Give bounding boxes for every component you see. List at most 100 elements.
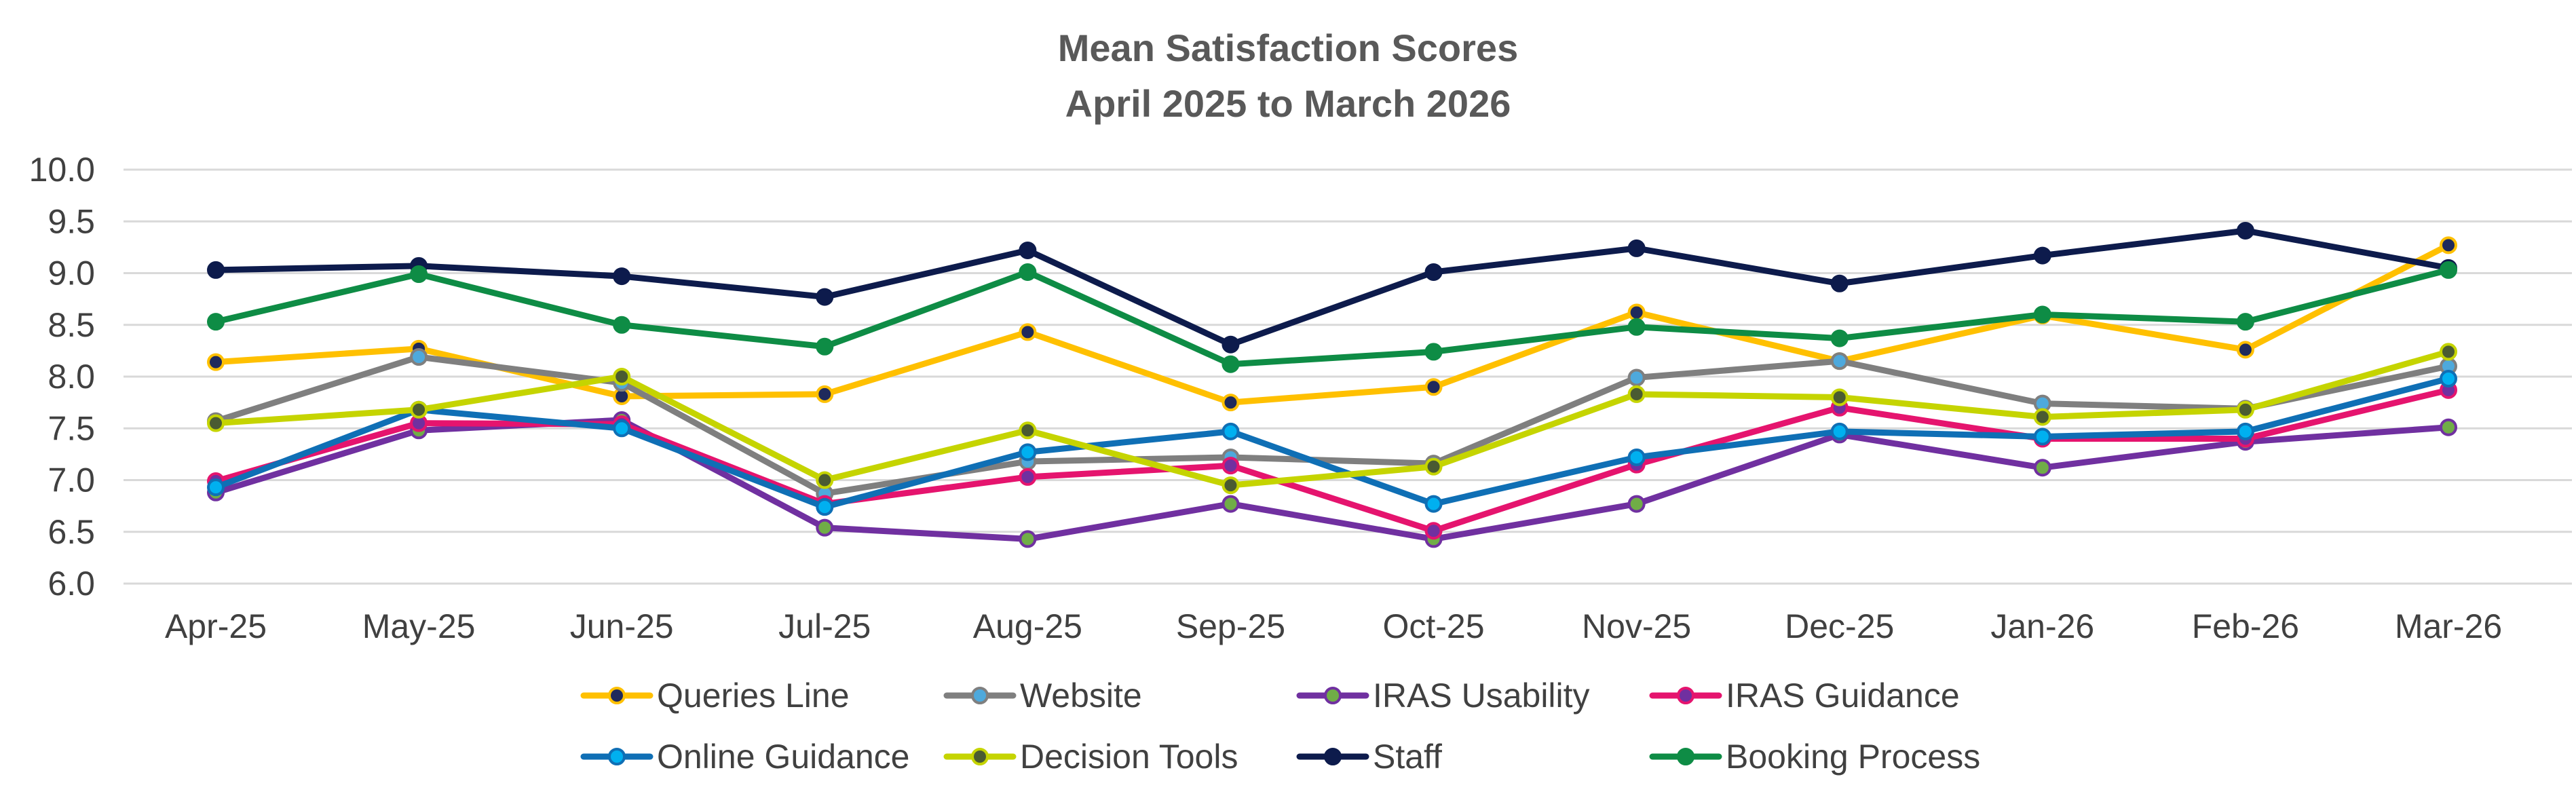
data-point-staff (2033, 246, 2051, 265)
data-point-queries-line (1627, 303, 1646, 322)
legend-label: IRAS Guidance (1726, 677, 1960, 715)
data-point-decision-tools (2440, 343, 2457, 361)
data-point-online-guidance (613, 419, 631, 438)
x-tick-label: Nov-25 (1582, 607, 1691, 645)
data-point-online-guidance (2033, 428, 2051, 446)
data-point-online-guidance (1627, 448, 1646, 466)
series-line-website (212, 354, 2452, 497)
data-point-queries-line (2440, 236, 2457, 254)
data-point-booking-process (1019, 263, 1037, 281)
x-tick-label: Aug-25 (973, 607, 1082, 645)
data-point-staff (1830, 274, 1849, 292)
data-point-decision-tools (1424, 457, 1443, 476)
data-point-iras-guidance (1019, 468, 1037, 486)
legend-item-online-guidance: Online Guidance (580, 738, 909, 776)
data-point-decision-tools (613, 368, 631, 385)
legend-label: Online Guidance (657, 738, 909, 776)
data-point-booking-process (2236, 313, 2254, 331)
data-point-online-guidance (2440, 370, 2457, 388)
series-line-decision-tools (212, 348, 2452, 489)
data-point-website (1830, 352, 1849, 370)
x-tick-label: Jun-25 (570, 607, 674, 645)
legend-swatch-marker (1324, 748, 1342, 765)
data-point-decision-tools (1830, 388, 1849, 406)
legend-item-website: Website (943, 677, 1142, 715)
data-point-decision-tools (2033, 408, 2051, 426)
x-tick-label: Feb-26 (2192, 607, 2299, 645)
legend-label: Queries Line (657, 677, 850, 715)
data-point-online-guidance (1424, 495, 1443, 513)
y-axis-tick-labels: 6.0 6.5 7.0 7.5 8.0 8.5 9.0 9.5 10.0 (29, 151, 95, 603)
legend-label: Staff (1373, 738, 1442, 776)
legend-label: Decision Tools (1020, 738, 1238, 776)
series-line-staff (212, 227, 2452, 348)
data-point-queries-line (1424, 378, 1443, 396)
data-point-booking-process (2033, 305, 2051, 324)
x-tick-label: Oct-25 (1383, 607, 1485, 645)
data-point-iras-usability (2440, 418, 2457, 436)
data-point-booking-process (1221, 355, 1240, 373)
y-tick-label: 6.5 (48, 513, 95, 551)
legend-swatch-marker (608, 748, 626, 765)
legend: Queries Line Website IRAS Usability IRAS Gu… (580, 677, 1980, 776)
data-point-iras-guidance (1424, 522, 1443, 540)
x-tick-label: Mar-26 (2395, 607, 2502, 645)
data-point-booking-process (816, 337, 834, 356)
series-line-online-guidance (212, 375, 2452, 510)
data-point-iras-usability (816, 518, 834, 537)
data-point-staff (1627, 239, 1646, 257)
series-staff (207, 221, 2457, 354)
data-point-queries-line (816, 385, 834, 403)
legend-swatch-marker (1677, 687, 1694, 704)
legend-item-decision-tools: Decision Tools (943, 738, 1238, 776)
data-point-decision-tools (1627, 385, 1646, 403)
data-point-booking-process (1627, 318, 1646, 336)
chart-title-line-1: Mean Satisfaction Scores (1058, 26, 1518, 69)
x-axis-tick-labels: Apr-25 May-25 Jun-25 Jul-25 Aug-25 Sep-25 Oct-… (165, 607, 2502, 645)
legend-swatch-marker (1677, 748, 1694, 765)
legend-swatch-marker (971, 687, 989, 704)
data-point-website (1627, 368, 1646, 387)
data-point-iras-guidance (1221, 457, 1240, 475)
x-tick-label: Dec-25 (1785, 607, 1894, 645)
data-point-online-guidance (1019, 443, 1037, 461)
data-point-iras-usability (1627, 495, 1646, 513)
y-tick-label: 6.0 (48, 565, 95, 603)
data-point-staff (1424, 263, 1443, 281)
chart-title-line-2: April 2025 to March 2026 (1065, 82, 1511, 125)
data-point-online-guidance (207, 478, 225, 497)
series-queries-line (207, 236, 2457, 412)
legend-label: Website (1020, 677, 1142, 715)
data-point-iras-usability (2033, 459, 2051, 477)
legend-item-iras-usability: IRAS Usability (1296, 677, 1590, 715)
x-tick-label: Apr-25 (165, 607, 267, 645)
data-point-decision-tools (2236, 400, 2254, 419)
series-lines (207, 221, 2457, 548)
legend-swatch-marker (608, 687, 626, 704)
data-point-booking-process (613, 316, 631, 334)
x-tick-label: Sep-25 (1176, 607, 1285, 645)
x-tick-label: Jul-25 (778, 607, 871, 645)
data-point-decision-tools (207, 414, 225, 432)
y-tick-label: 7.5 (48, 409, 95, 447)
data-point-booking-process (1424, 343, 1443, 361)
data-point-booking-process (2440, 261, 2457, 279)
data-point-online-guidance (1221, 422, 1240, 440)
y-tick-label: 9.5 (48, 202, 95, 240)
data-point-staff (2236, 221, 2254, 240)
data-point-decision-tools (1221, 476, 1240, 495)
data-point-online-guidance (816, 498, 834, 516)
series-booking-process (207, 261, 2457, 373)
chart-title: Mean Satisfaction Scores April 2025 to M… (1058, 26, 1518, 125)
data-point-decision-tools (816, 471, 834, 489)
data-point-staff (207, 261, 225, 279)
x-tick-label: Jan-26 (1990, 607, 2094, 645)
data-point-booking-process (207, 313, 225, 331)
legend-item-staff: Staff (1296, 738, 1442, 776)
legend-label: IRAS Usability (1373, 677, 1590, 715)
data-point-queries-line (1221, 394, 1240, 412)
data-point-website (410, 348, 428, 366)
data-point-staff (613, 267, 631, 286)
data-point-staff (816, 288, 834, 306)
